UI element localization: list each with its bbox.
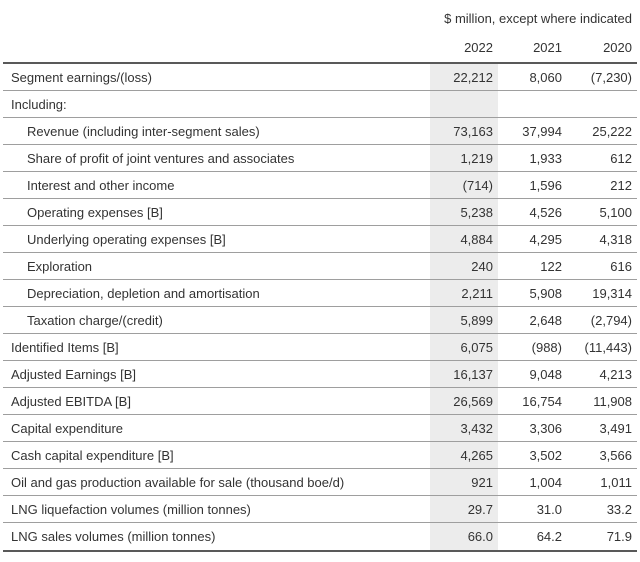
row-label: Operating expenses [B] (27, 204, 163, 220)
table-row: Identified Items [B] 6,075 (988) (11,443) (3, 334, 637, 361)
row-label: Interest and other income (27, 177, 175, 193)
table-row: Underlying operating expenses [B] 4,884 4,… (3, 226, 637, 253)
table-row: Cash capital expenditure [B] 4,265 3,502 3,… (3, 442, 637, 469)
table-row: LNG sales volumes (million tonnes) 66.0 64… (3, 523, 637, 550)
value-2022: 3,432 (430, 415, 498, 441)
year-header-2020: 2020 (603, 40, 632, 55)
value-2021: 122 (540, 258, 562, 274)
value-2021: 9,048 (529, 366, 562, 382)
value-2022: 4,265 (430, 442, 498, 468)
table-row: Oil and gas production available for sal… (3, 469, 637, 496)
table-row: Adjusted EBITDA [B] 26,569 16,754 11,908 (3, 388, 637, 415)
value-2020: 3,491 (599, 420, 632, 436)
value-2021: 31.0 (536, 501, 562, 517)
value-2022 (430, 91, 498, 117)
value-2020: 33.2 (606, 501, 632, 517)
value-2020: 11,908 (593, 393, 632, 409)
value-2020: 25,222 (592, 123, 632, 139)
value-2021: 4,526 (529, 204, 562, 220)
table-row: Share of profit of joint ventures and as… (3, 145, 637, 172)
value-2022: (714) (430, 172, 498, 198)
row-label: Underlying operating expenses [B] (27, 231, 226, 247)
value-2022: 26,569 (430, 388, 498, 414)
value-2021: 1,004 (529, 474, 562, 490)
value-2022: 22,212 (430, 64, 498, 90)
value-2022: 16,137 (430, 361, 498, 387)
row-label: Oil and gas production available for sal… (11, 474, 345, 490)
value-2021: 37,994 (522, 123, 562, 139)
table-row: LNG liquefaction volumes (million tonnes… (3, 496, 637, 523)
row-label: Capital expenditure (11, 420, 124, 436)
value-2021: 3,502 (529, 447, 562, 463)
value-2020: 71.9 (606, 529, 632, 544)
value-2020: 1,011 (600, 474, 632, 490)
value-2021: 64.2 (536, 529, 562, 544)
row-label: Identified Items [B] (11, 339, 119, 355)
value-2020: 612 (610, 150, 632, 166)
row-label: Exploration (27, 258, 93, 274)
row-label: Including: (11, 96, 67, 112)
value-2022: 5,238 (430, 199, 498, 225)
row-label: Segment earnings/(loss) (11, 69, 152, 85)
value-2021: 4,295 (529, 231, 562, 247)
table-row: Exploration 240 122 616 (3, 253, 637, 280)
value-2022: 1,219 (430, 145, 498, 171)
unit-note: $ million, except where indicated (444, 11, 632, 26)
value-2020: 4,318 (599, 231, 632, 247)
row-label: Adjusted EBITDA [B] (11, 393, 131, 409)
table-row: Adjusted Earnings [B] 16,137 9,048 4,213 (3, 361, 637, 388)
value-2022: 6,075 (430, 334, 498, 360)
row-label: Taxation charge/(credit) (27, 312, 163, 328)
year-header-2022: 2022 (464, 40, 493, 55)
table-row: Including: (3, 91, 637, 118)
value-2020: 3,566 (599, 447, 632, 463)
value-2020: (7,230) (590, 69, 632, 85)
row-label: Share of profit of joint ventures and as… (27, 150, 295, 166)
table-row: Operating expenses [B] 5,238 4,526 5,100 (3, 199, 637, 226)
value-2022: 29.7 (430, 496, 498, 522)
row-label: Depreciation, depletion and amortisation (27, 285, 260, 301)
value-2021: 5,908 (529, 285, 562, 301)
value-2020: 4,213 (599, 366, 632, 382)
table-row: Segment earnings/(loss) 22,212 8,060 (7,230… (3, 64, 637, 91)
value-2021: 2,648 (529, 312, 562, 328)
value-2021: 3,306 (529, 420, 562, 436)
row-label: Revenue (including inter-segment sales) (27, 123, 260, 139)
table-row: Depreciation, depletion and amortisation… (3, 280, 637, 307)
value-2020: 19,314 (592, 285, 632, 301)
value-2021: 16,754 (522, 393, 562, 409)
table-row: Interest and other income (714) 1,596 212 (3, 172, 637, 199)
value-2022: 2,211 (430, 280, 498, 306)
row-label: LNG liquefaction volumes (million tonnes… (11, 501, 251, 517)
value-2022: 921 (430, 469, 498, 495)
row-label: Adjusted Earnings [B] (11, 366, 137, 382)
value-2022: 5,899 (430, 307, 498, 333)
value-2020: (2,794) (590, 312, 632, 328)
value-2022: 66.0 (430, 523, 498, 550)
value-2020 (567, 91, 637, 117)
data-table: Segment earnings/(loss) 22,212 8,060 (7,230… (3, 62, 637, 552)
value-2021: 1,933 (529, 150, 562, 166)
value-2022: 240 (430, 253, 498, 279)
year-header-2021: 2021 (533, 40, 562, 55)
year-header-spacer (3, 40, 430, 55)
value-2022: 73,163 (430, 118, 498, 144)
table-row: Capital expenditure 3,432 3,306 3,491 (3, 415, 637, 442)
value-2020: 212 (610, 177, 632, 193)
value-2020: (11,443) (584, 339, 632, 355)
row-label: LNG sales volumes (million tonnes) (11, 529, 216, 544)
table-row: Revenue (including inter-segment sales) 7… (3, 118, 637, 145)
year-header-row: 2022 2021 2020 (3, 26, 637, 62)
table-row: Taxation charge/(credit) 5,899 2,648 (2,794… (3, 307, 637, 334)
value-2021: 8,060 (529, 69, 562, 85)
value-2021: (988) (531, 339, 562, 355)
value-2021 (498, 91, 567, 117)
value-2022: 4,884 (430, 226, 498, 252)
value-2020: 616 (610, 258, 632, 274)
row-label: Cash capital expenditure [B] (11, 447, 174, 463)
value-2020: 5,100 (599, 204, 632, 220)
value-2021: 1,596 (529, 177, 562, 193)
